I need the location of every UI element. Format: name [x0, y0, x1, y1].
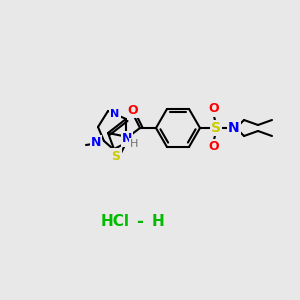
Text: H: H: [130, 139, 138, 149]
Text: O: O: [209, 140, 219, 154]
Text: O: O: [209, 103, 219, 116]
Text: N: N: [91, 136, 101, 149]
Text: S: S: [112, 149, 121, 163]
Text: S: S: [211, 121, 221, 135]
Text: O: O: [128, 103, 138, 116]
Text: N: N: [228, 121, 240, 135]
Text: H: H: [152, 214, 164, 230]
Text: HCl: HCl: [100, 214, 130, 230]
Text: N: N: [110, 109, 120, 119]
Text: N: N: [122, 133, 132, 146]
Text: -: -: [136, 213, 143, 231]
